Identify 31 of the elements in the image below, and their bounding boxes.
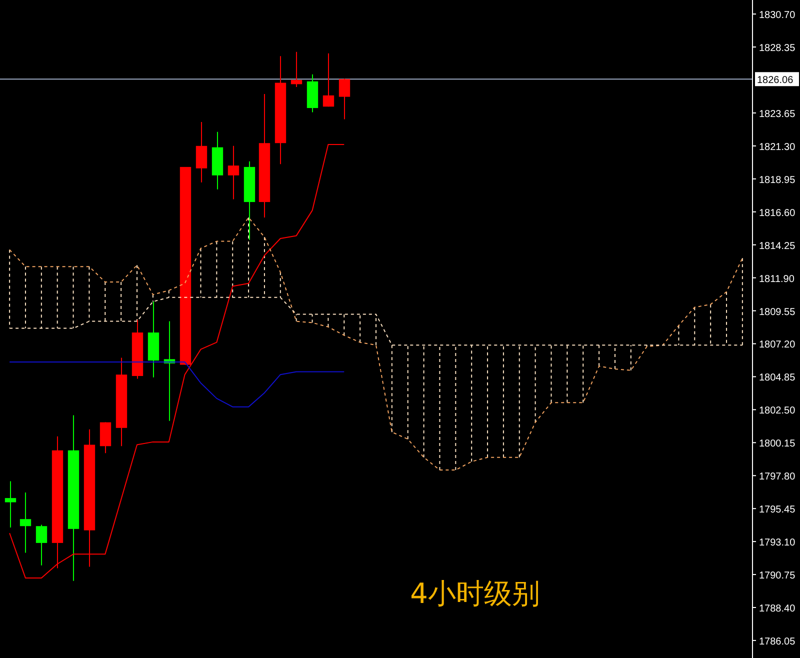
y-tick-label: 1830.70 bbox=[759, 10, 796, 22]
y-tick-label: 1788.40 bbox=[759, 603, 796, 614]
y-tick-label: 1818.95 bbox=[759, 174, 796, 186]
candlestick bbox=[338, 78, 350, 120]
y-tick-label: 1814.25 bbox=[759, 240, 796, 252]
candlestick bbox=[36, 524, 48, 566]
text: 4小时级别 bbox=[410, 577, 540, 610]
y-tick-label: 1802.50 bbox=[759, 406, 796, 417]
y-tick-label: 1811.90 bbox=[759, 274, 795, 285]
y-tick-label: 1807.20 bbox=[759, 340, 796, 351]
y-tick-label: 1821.30 bbox=[759, 142, 796, 153]
y-tick-label: 1797.80 bbox=[759, 472, 796, 483]
candlestick bbox=[4, 480, 16, 528]
line-series bbox=[9, 144, 345, 579]
y-tick-label: 1823.65 bbox=[759, 108, 796, 120]
y-tick-label: 1790.75 bbox=[759, 570, 796, 582]
y-tick-label: 1809.55 bbox=[759, 306, 796, 318]
ref-line-label: 1826.06 bbox=[757, 75, 794, 86]
y-tick-label: 1795.45 bbox=[759, 504, 796, 516]
y-tick-label: 1800.15 bbox=[759, 438, 796, 450]
candlestick bbox=[100, 422, 112, 454]
y-tick-label: 1828.35 bbox=[759, 43, 796, 54]
candlestick bbox=[20, 492, 32, 554]
candlestick bbox=[290, 51, 302, 88]
candlestick bbox=[228, 145, 240, 200]
y-tick-label: 1786.05 bbox=[759, 636, 796, 648]
y-tick-label: 1793.10 bbox=[759, 538, 796, 549]
candlestick bbox=[322, 52, 334, 108]
candlestick bbox=[196, 122, 208, 183]
y-tick-label: 1816.60 bbox=[759, 208, 796, 219]
y-tick-label: 1804.85 bbox=[759, 372, 796, 384]
